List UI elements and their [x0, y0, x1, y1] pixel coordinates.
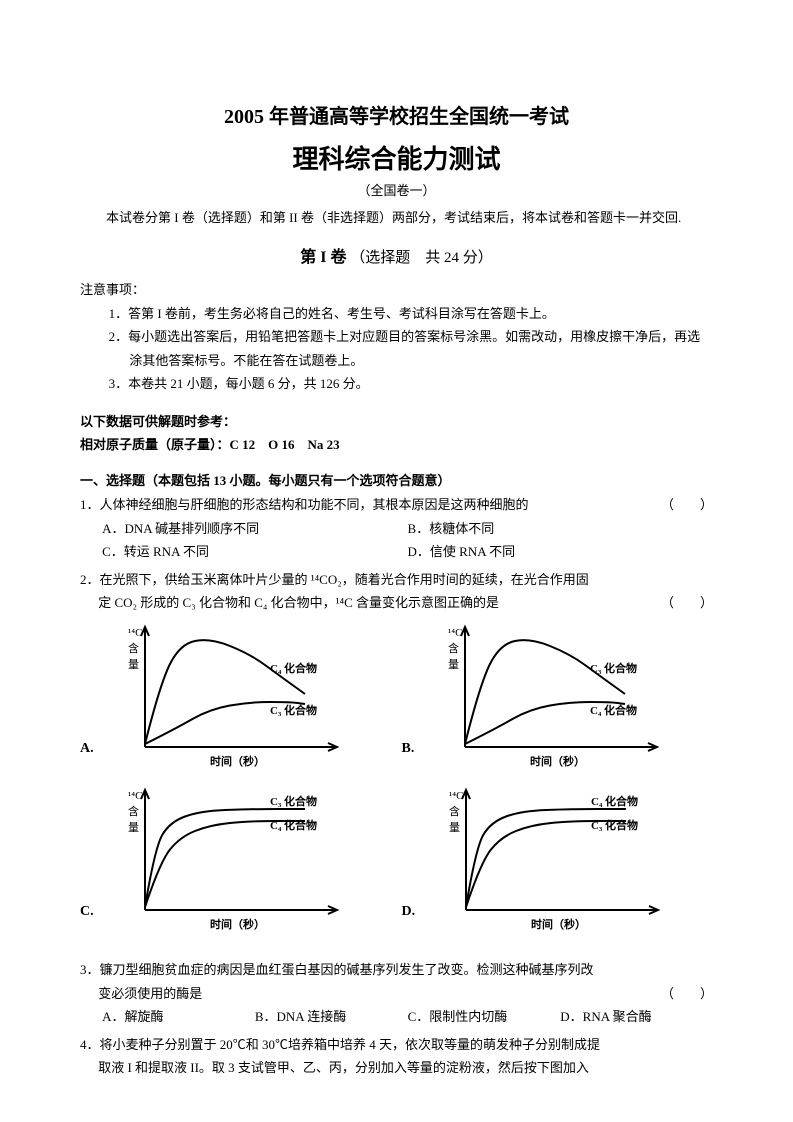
part-1-title: 第 I 卷	[300, 249, 346, 266]
svg-text:时间（秒）: 时间（秒）	[531, 917, 586, 931]
q2-paren: （ ）	[661, 591, 713, 614]
svg-text:时间（秒）: 时间（秒）	[530, 754, 585, 768]
chart-a-cell: A. ¹⁴C 含量时间（秒） C₄ 化合物 C₃ 化合物	[80, 624, 392, 781]
question-3: 3．镰刀型细胞贫血症的病因是血红蛋白基因的碱基序列发生了改变。检测这种碱基序列改…	[80, 958, 713, 1028]
q1-paren: （ ）	[679, 493, 713, 516]
svg-text:¹⁴C: ¹⁴C	[448, 627, 462, 639]
notice-item: 2．每小题选出答案后，用铅笔把答题卡上对应题目的答案标号涂黑。如需改动，用橡皮擦…	[129, 325, 713, 372]
chart-d-cell: D. ¹⁴C 含量时间（秒） C₄ 化合物 C₃ 化合物	[402, 787, 714, 944]
chart-b: ¹⁴C 含量时间（秒） C₃ 化合物 C₄ 化合物	[420, 624, 680, 781]
q1-option-a: A．DNA 碱基排列顺序不同	[102, 517, 407, 540]
page-title-1: 2005 年普通高等学校招生全国统一考试	[80, 100, 713, 129]
q4-stem-2: 取液 I 和提取液 II。取 3 支试管甲、乙、丙，分别加入等量的淀粉液，然后按…	[98, 1056, 713, 1079]
svg-text:量: 量	[128, 658, 139, 671]
notice-item: 1．答第 I 卷前，考生务必将自己的姓名、考生号、考试科目涂写在答题卡上。	[129, 302, 713, 325]
svg-text:时间（秒）: 时间（秒）	[210, 917, 265, 931]
page-subtitle: （全国卷一）	[80, 180, 713, 199]
mcq-section-label: 一、选择题（本题包括 13 小题。每小题只有一个选项符合题意）	[80, 473, 451, 488]
svg-text:C₄ 化合物: C₄ 化合物	[591, 794, 638, 808]
notice-title: 注意事项：	[80, 279, 713, 298]
chart-grid: A. ¹⁴C含量时间（秒）C₄ 化合物C₃ 化合物 B. ¹⁴C含量时间（秒）C…	[80, 624, 713, 944]
chart-c-label: C.	[80, 904, 94, 920]
q2-stem-2: 定 CO₂ 形成的 C₃ 化合物和 C₄ 化合物中，¹⁴C 含量变化示意图正确的…	[98, 595, 499, 610]
q3-option-b: B．DNA 连接酶	[255, 1005, 408, 1028]
page-title-2: 理科综合能力测试	[80, 139, 713, 176]
question-1: 1．人体神经细胞与肝细胞的形态结构和功能不同，其根本原因是这两种细胞的 （ ） …	[80, 493, 713, 563]
chart-a-label: A.	[80, 741, 94, 757]
svg-text:¹⁴C: ¹⁴C	[449, 790, 463, 802]
svg-text:C₃ 化合物: C₃ 化合物	[591, 818, 638, 832]
svg-text:C₃ 化合物: C₃ 化合物	[270, 794, 317, 808]
svg-text:时间（秒）: 时间（秒）	[210, 754, 265, 768]
reference-data: 相对原子质量（原子量）：C 12 O 16 Na 23	[80, 433, 713, 456]
intro-text: 本试卷分第 I 卷（选择题）和第 II 卷（非选择题）两部分，考试结束后，将本试…	[80, 207, 713, 229]
svg-text:含: 含	[128, 804, 139, 818]
q1-stem: 1．人体神经细胞与肝细胞的形态结构和功能不同，其根本原因是这两种细胞的	[80, 497, 529, 512]
q3-option-d: D．RNA 聚合酶	[560, 1005, 713, 1028]
notice-list: 1．答第 I 卷前，考生务必将自己的姓名、考生号、考试科目涂写在答题卡上。 2．…	[80, 302, 713, 396]
svg-text:含: 含	[448, 641, 459, 655]
reference-title: 以下数据可供解题时参考：	[80, 410, 713, 433]
q1-option-b: B．核糖体不同	[408, 517, 713, 540]
chart-c-cell: C. ¹⁴C 含量时间（秒） C₃ 化合物 C₄ 化合物	[80, 787, 392, 944]
part-1-note: （选择题 共 24 分）	[350, 250, 493, 266]
exam-page: 2005 年普通高等学校招生全国统一考试 理科综合能力测试 （全国卷一） 本试卷…	[0, 0, 793, 1122]
svg-text:¹⁴C: ¹⁴C	[128, 790, 142, 802]
chart-b-cell: B. ¹⁴C 含量时间（秒） C₃ 化合物 C₄ 化合物	[402, 624, 714, 781]
mcq-section-title: 一、选择题（本题包括 13 小题。每小题只有一个选项符合题意）	[80, 470, 713, 489]
svg-text:C₃ 化合物: C₃ 化合物	[270, 703, 317, 717]
q3-paren: （ ）	[661, 982, 713, 1005]
svg-text:量: 量	[448, 658, 459, 671]
part-1-header: 第 I 卷 （选择题 共 24 分）	[80, 243, 713, 267]
q3-option-a: A．解旋酶	[102, 1005, 255, 1028]
question-4: 4．将小麦种子分别置于 20℃和 30℃培养箱中培养 4 天，依次取等量的萌发种…	[80, 1033, 713, 1080]
chart-d: ¹⁴C 含量时间（秒） C₄ 化合物 C₃ 化合物	[421, 787, 681, 944]
svg-text:C₃ 化合物: C₃ 化合物	[590, 661, 637, 675]
chart-b-label: B.	[402, 741, 415, 757]
svg-text:C₄ 化合物: C₄ 化合物	[270, 818, 317, 832]
svg-text:含: 含	[128, 641, 139, 655]
q2-stem-1: 2．在光照下，供给玉米离体叶片少量的 ¹⁴CO₂，随着光合作用时间的延续，在光合…	[98, 568, 713, 591]
chart-a: ¹⁴C 含量时间（秒） C₄ 化合物 C₃ 化合物	[100, 624, 360, 781]
svg-text:¹⁴C: ¹⁴C	[128, 627, 142, 639]
svg-text:C₄ 化合物: C₄ 化合物	[590, 703, 637, 717]
chart-d-label: D.	[402, 904, 416, 920]
q4-stem-1: 4．将小麦种子分别置于 20℃和 30℃培养箱中培养 4 天，依次取等量的萌发种…	[98, 1033, 713, 1056]
q3-stem-1: 3．镰刀型细胞贫血症的病因是血红蛋白基因的碱基序列发生了改变。检测这种碱基序列改	[98, 958, 713, 981]
question-2: 2．在光照下，供给玉米离体叶片少量的 ¹⁴CO₂，随着光合作用时间的延续，在光合…	[80, 568, 713, 615]
notice-item: 3．本卷共 21 小题，每小题 6 分，共 126 分。	[129, 372, 713, 395]
svg-text:量: 量	[128, 821, 139, 834]
chart-c: ¹⁴C 含量时间（秒） C₃ 化合物 C₄ 化合物	[100, 787, 360, 944]
q1-option-c: C．转运 RNA 不同	[102, 540, 407, 563]
q1-option-d: D．信使 RNA 不同	[408, 540, 713, 563]
svg-text:含: 含	[449, 804, 460, 818]
q3-option-c: C．限制性内切酶	[408, 1005, 561, 1028]
svg-text:量: 量	[449, 821, 460, 834]
q3-stem-2: 变必须使用的酶是	[98, 986, 202, 1001]
svg-text:C₄ 化合物: C₄ 化合物	[270, 661, 317, 675]
